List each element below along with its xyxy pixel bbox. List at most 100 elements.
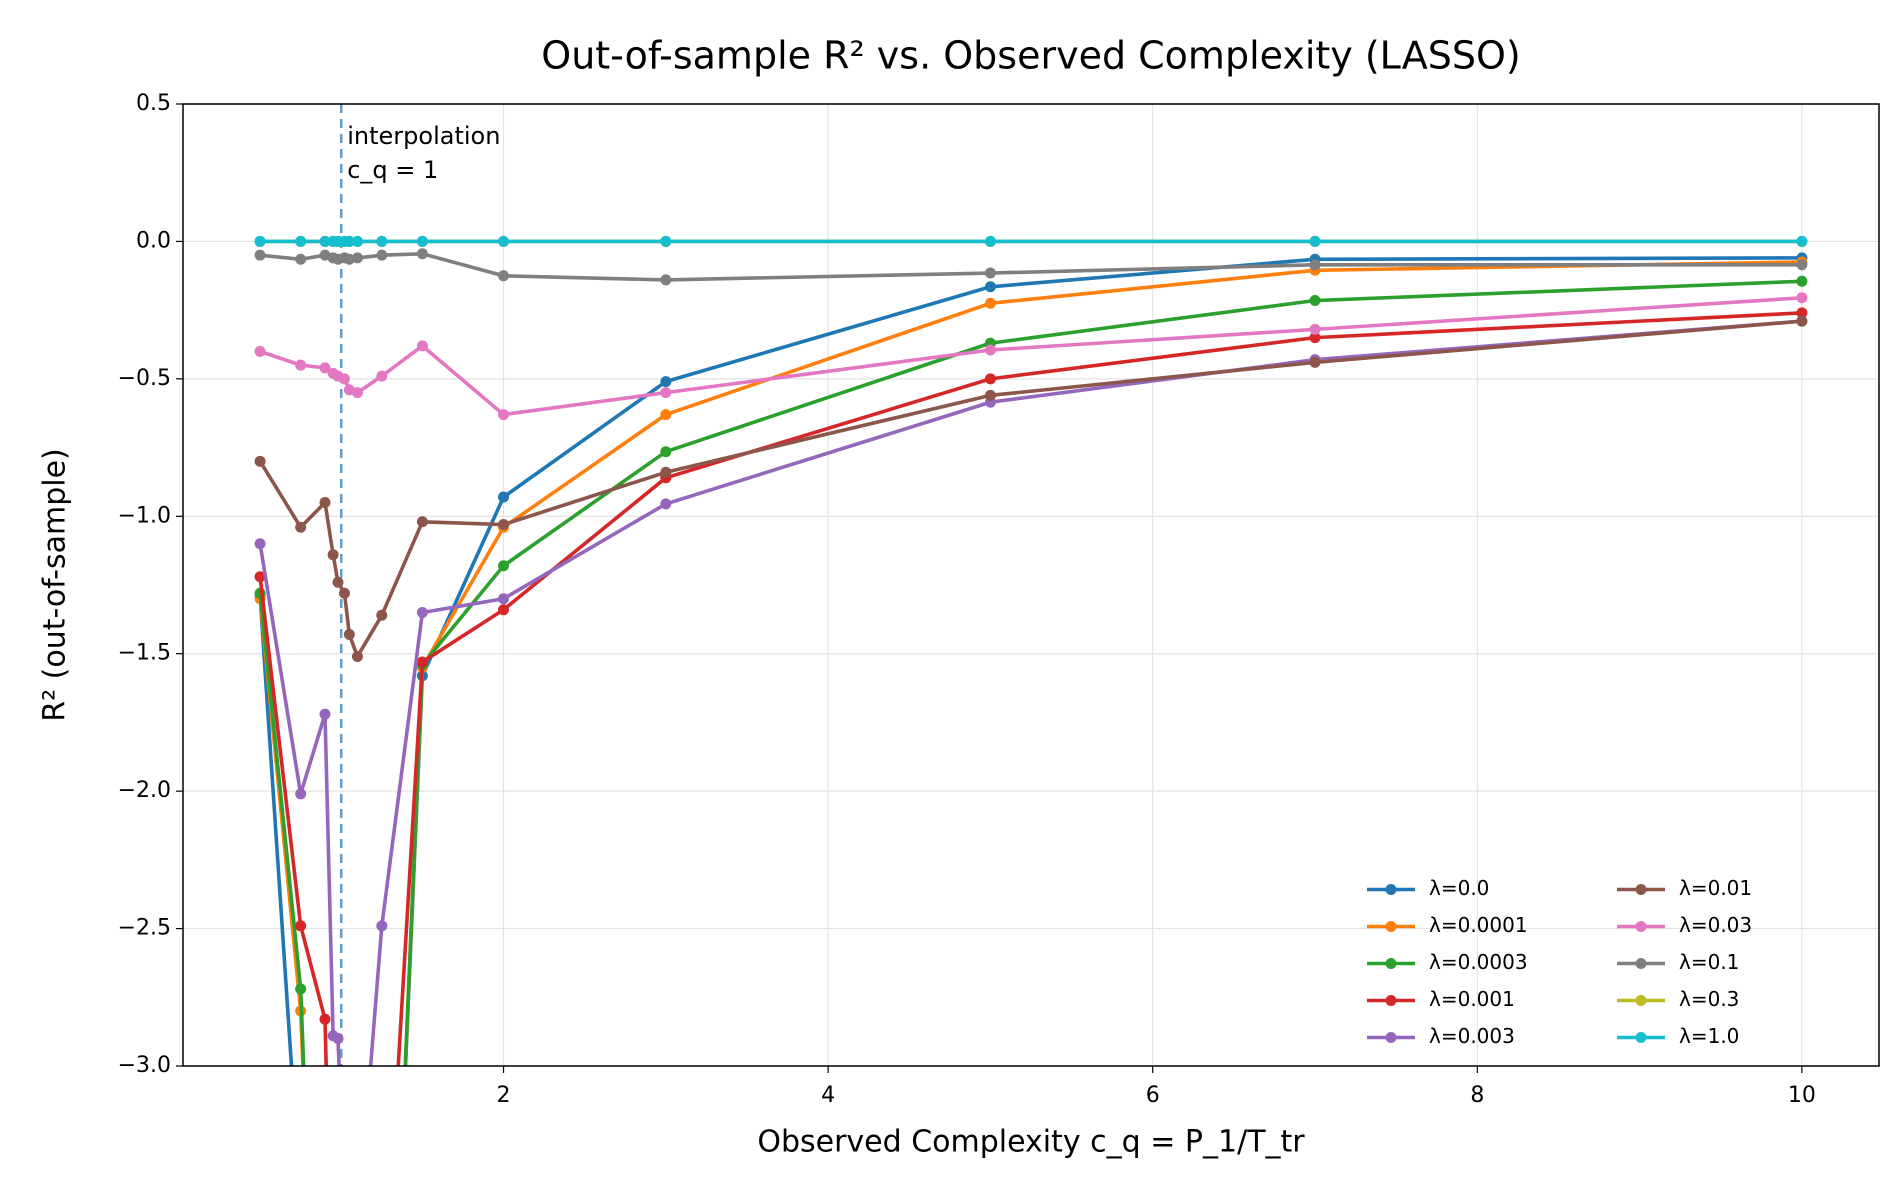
y-tick-label: −1.0 [118, 503, 171, 528]
data-point [660, 466, 672, 478]
legend-marker [1635, 921, 1647, 932]
legend-label: λ=0.01 [1679, 876, 1752, 900]
reference-label: interpolation [347, 122, 500, 150]
data-point [295, 253, 307, 265]
data-point [984, 344, 996, 356]
legend-label: λ=0.003 [1429, 1024, 1515, 1048]
data-point [498, 235, 510, 247]
series-line [258, 311, 1803, 1066]
legend-label: λ=0.1 [1679, 950, 1739, 974]
data-point [254, 538, 266, 550]
data-point [332, 576, 344, 588]
data-point [327, 549, 339, 561]
data-point [351, 235, 363, 247]
reference-label: c_q = 1 [347, 156, 438, 184]
data-point [660, 387, 672, 399]
data-point [660, 498, 672, 510]
chart-title: Out-of-sample R² vs. Observed Complexity… [541, 34, 1520, 78]
data-point [416, 340, 428, 352]
data-point [295, 983, 307, 995]
y-tick-label: −0.5 [118, 366, 171, 391]
data-point [295, 788, 307, 800]
data-point [984, 297, 996, 309]
data-point [376, 609, 388, 621]
data-point [376, 920, 388, 932]
data-point [416, 606, 428, 618]
data-point [1309, 235, 1321, 247]
legend-marker [1635, 884, 1647, 895]
legend-marker [1635, 995, 1647, 1006]
data-point [376, 249, 388, 261]
series-line [258, 279, 1802, 1066]
axes-frame [182, 103, 1880, 1067]
data-point [295, 920, 307, 932]
data-point [984, 235, 996, 247]
plot-area [254, 104, 1808, 1066]
x-tick-label: 4 [821, 1083, 835, 1108]
data-point [416, 656, 428, 668]
data-point [984, 373, 996, 385]
data-point [254, 235, 266, 247]
data-point [1796, 292, 1808, 304]
data-point [332, 1033, 344, 1045]
x-tick-label: 2 [497, 1083, 511, 1108]
data-point [351, 387, 363, 399]
y-tick-label: −2.0 [118, 778, 171, 803]
data-point [984, 281, 996, 293]
x-tick-label: 6 [1146, 1083, 1160, 1108]
data-point [498, 519, 510, 531]
legend-marker [1385, 1032, 1397, 1043]
data-point [498, 560, 510, 572]
legend-label: λ=0.0001 [1429, 913, 1528, 937]
data-point [660, 274, 672, 286]
y-axis-label: R² (out-of-sample) [38, 448, 73, 722]
legend-marker [1385, 958, 1397, 969]
data-point [416, 235, 428, 247]
legend-label: λ=0.3 [1679, 987, 1739, 1011]
legend-marker [1385, 884, 1397, 895]
data-point [984, 389, 996, 401]
data-point [343, 628, 355, 640]
series-line [258, 256, 1802, 1066]
data-point [1309, 356, 1321, 368]
legend-marker [1635, 958, 1647, 969]
legend-label: λ=0.0003 [1429, 950, 1528, 974]
data-point [319, 708, 331, 720]
data-point [1309, 332, 1321, 344]
data-point [498, 593, 510, 605]
data-point [984, 267, 996, 279]
data-point [319, 362, 331, 374]
data-point [498, 491, 510, 503]
data-point [338, 587, 350, 599]
data-point [376, 370, 388, 382]
data-point [338, 373, 350, 385]
data-point [1796, 275, 1808, 287]
data-point [1796, 235, 1808, 247]
data-point [416, 516, 428, 528]
data-point [498, 604, 510, 616]
data-point [416, 248, 428, 260]
data-point [254, 249, 266, 261]
x-tick-label: 10 [1788, 1083, 1816, 1108]
data-point [254, 455, 266, 467]
data-point [376, 235, 388, 247]
data-point [498, 270, 510, 282]
data-point [295, 235, 307, 247]
data-point [254, 571, 266, 583]
legend-label: λ=1.0 [1679, 1024, 1739, 1048]
data-point [319, 235, 331, 247]
data-point [660, 409, 672, 421]
ticks: 2 4 6 8 10 0.5 0.0 −0.5 −1.0 −1.5 −2.0 −2.5 −3.0 [118, 91, 1816, 1108]
y-tick-label: −3.0 [118, 1053, 171, 1078]
legend-label: λ=0.001 [1429, 987, 1515, 1011]
data-point [660, 446, 672, 458]
data-point [254, 345, 266, 357]
data-point [1309, 259, 1321, 271]
data-point [1796, 315, 1808, 327]
data-point [343, 235, 355, 247]
data-point [295, 521, 307, 533]
data-point [1309, 323, 1321, 335]
data-point [351, 252, 363, 264]
